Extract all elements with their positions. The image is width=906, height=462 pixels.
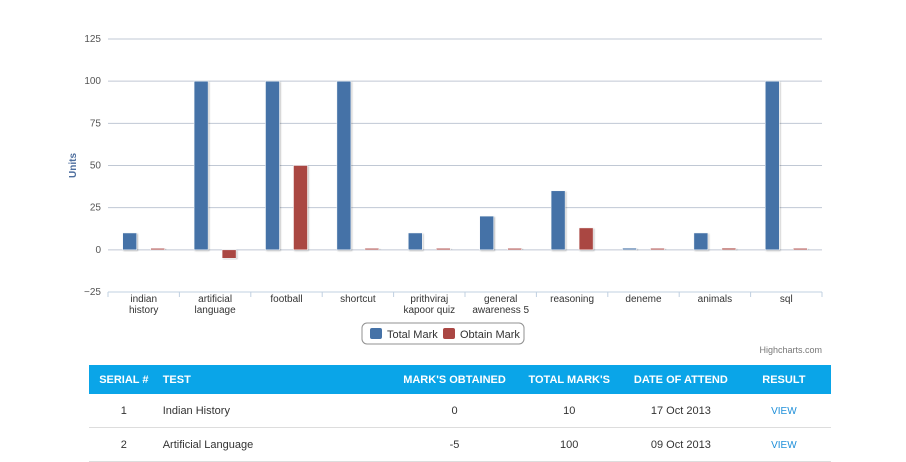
cell-date: 09 Oct 2013 xyxy=(624,427,737,462)
bar-obtain-mark[interactable] xyxy=(507,248,522,251)
bar-obtain-mark[interactable] xyxy=(221,249,237,259)
table-row: 2 Artificial Language -5 100 09 Oct 2013… xyxy=(89,427,831,462)
x-category-label: animals xyxy=(698,294,732,305)
bar-total-mark[interactable] xyxy=(693,232,709,251)
bar-total-mark[interactable] xyxy=(193,80,209,251)
x-axis xyxy=(107,291,823,297)
x-category-label: indian history xyxy=(129,294,158,316)
bar-obtain-mark[interactable] xyxy=(650,248,665,251)
cell-test: Artificial Language xyxy=(158,427,396,462)
bar-obtain-mark[interactable] xyxy=(793,248,808,251)
table-header-row: SERIAL # TEST MARK'S OBTAINED TOTAL MARK… xyxy=(89,365,831,394)
bar-total-mark[interactable] xyxy=(336,80,352,251)
y-tick-label: 75 xyxy=(90,118,102,129)
cell-marks-obtained: 0 xyxy=(395,394,514,428)
cell-total-marks: 10 xyxy=(513,394,625,428)
x-category-label: reasoning xyxy=(550,294,594,305)
highcharts-credits[interactable]: Highcharts.com xyxy=(759,345,822,355)
legend-item-obtain-mark[interactable]: Obtain Mark xyxy=(443,328,520,341)
chart-legend: Total Mark Obtain Mark xyxy=(361,322,525,345)
bar-series xyxy=(122,80,808,259)
cell-date: 17 Oct 2013 xyxy=(624,394,737,428)
view-result-link[interactable]: VIEW xyxy=(771,405,797,417)
cell-result: VIEW xyxy=(736,427,831,462)
x-category-label: general awareness 5 xyxy=(472,294,529,316)
marks-chart: 125 100 75 50 25 0 −25 Units indian history arti… xyxy=(68,34,823,355)
y-tick-label: 125 xyxy=(84,34,101,45)
x-category-label: football xyxy=(270,294,302,305)
legend-swatch xyxy=(443,328,455,339)
bar-total-mark[interactable] xyxy=(479,215,494,251)
bar-obtain-mark[interactable] xyxy=(150,248,165,251)
bar-obtain-mark[interactable] xyxy=(293,165,308,251)
bar-obtain-mark[interactable] xyxy=(436,248,451,251)
cell-test: Indian History xyxy=(158,394,396,428)
x-category-label: artificial language xyxy=(195,294,237,316)
bar-total-mark[interactable] xyxy=(550,190,566,251)
header-result: RESULT xyxy=(736,365,831,394)
cell-total-marks: 100 xyxy=(513,427,625,462)
bar-total-mark[interactable] xyxy=(408,232,423,251)
bar-total-mark[interactable] xyxy=(265,80,280,251)
bar-total-mark[interactable] xyxy=(622,247,637,251)
x-category-label: deneme xyxy=(625,294,662,305)
bar-obtain-mark[interactable] xyxy=(578,227,594,251)
header-date-of-attend: DATE OF ATTEND xyxy=(624,365,737,394)
y-tick-label: 50 xyxy=(90,161,102,172)
bar-obtain-mark[interactable] xyxy=(721,247,737,251)
cell-serial: 2 xyxy=(89,427,159,462)
y-axis-title: Units xyxy=(68,153,79,178)
legend-label: Total Mark xyxy=(387,329,438,341)
x-category-label: sql xyxy=(780,294,793,305)
bar-total-mark[interactable] xyxy=(765,80,780,251)
results-table: SERIAL # TEST MARK'S OBTAINED TOTAL MARK… xyxy=(89,365,831,462)
header-marks-obtained: MARK'S OBTAINED xyxy=(395,365,514,394)
y-tick-label: 100 xyxy=(84,76,101,87)
header-serial: SERIAL # xyxy=(89,365,159,394)
y-tick-label: 25 xyxy=(90,203,102,214)
legend-swatch xyxy=(370,328,382,339)
header-total-marks: TOTAL MARK'S xyxy=(513,365,625,394)
x-category-label: prithviraj kapoor quiz xyxy=(403,294,455,316)
y-tick-label: −25 xyxy=(84,287,101,298)
table-row: 1 Indian History 0 10 17 Oct 2013 VIEW xyxy=(89,394,831,428)
bar-obtain-mark[interactable] xyxy=(364,248,380,251)
grid-lines xyxy=(108,38,822,293)
header-test: TEST xyxy=(158,365,396,394)
x-category-label: shortcut xyxy=(340,294,376,305)
cell-serial: 1 xyxy=(89,394,159,428)
cell-marks-obtained: -5 xyxy=(395,427,514,462)
cell-result: VIEW xyxy=(736,394,831,428)
category-labels: indian history artificial language football s… xyxy=(129,294,793,316)
legend-item-total-mark[interactable]: Total Mark xyxy=(370,328,438,341)
view-result-link[interactable]: VIEW xyxy=(771,439,797,451)
y-axis-ticks: 125 100 75 50 25 0 −25 xyxy=(84,34,101,298)
y-tick-label: 0 xyxy=(95,245,101,256)
legend-label: Obtain Mark xyxy=(460,329,520,341)
bar-total-mark[interactable] xyxy=(122,232,137,251)
